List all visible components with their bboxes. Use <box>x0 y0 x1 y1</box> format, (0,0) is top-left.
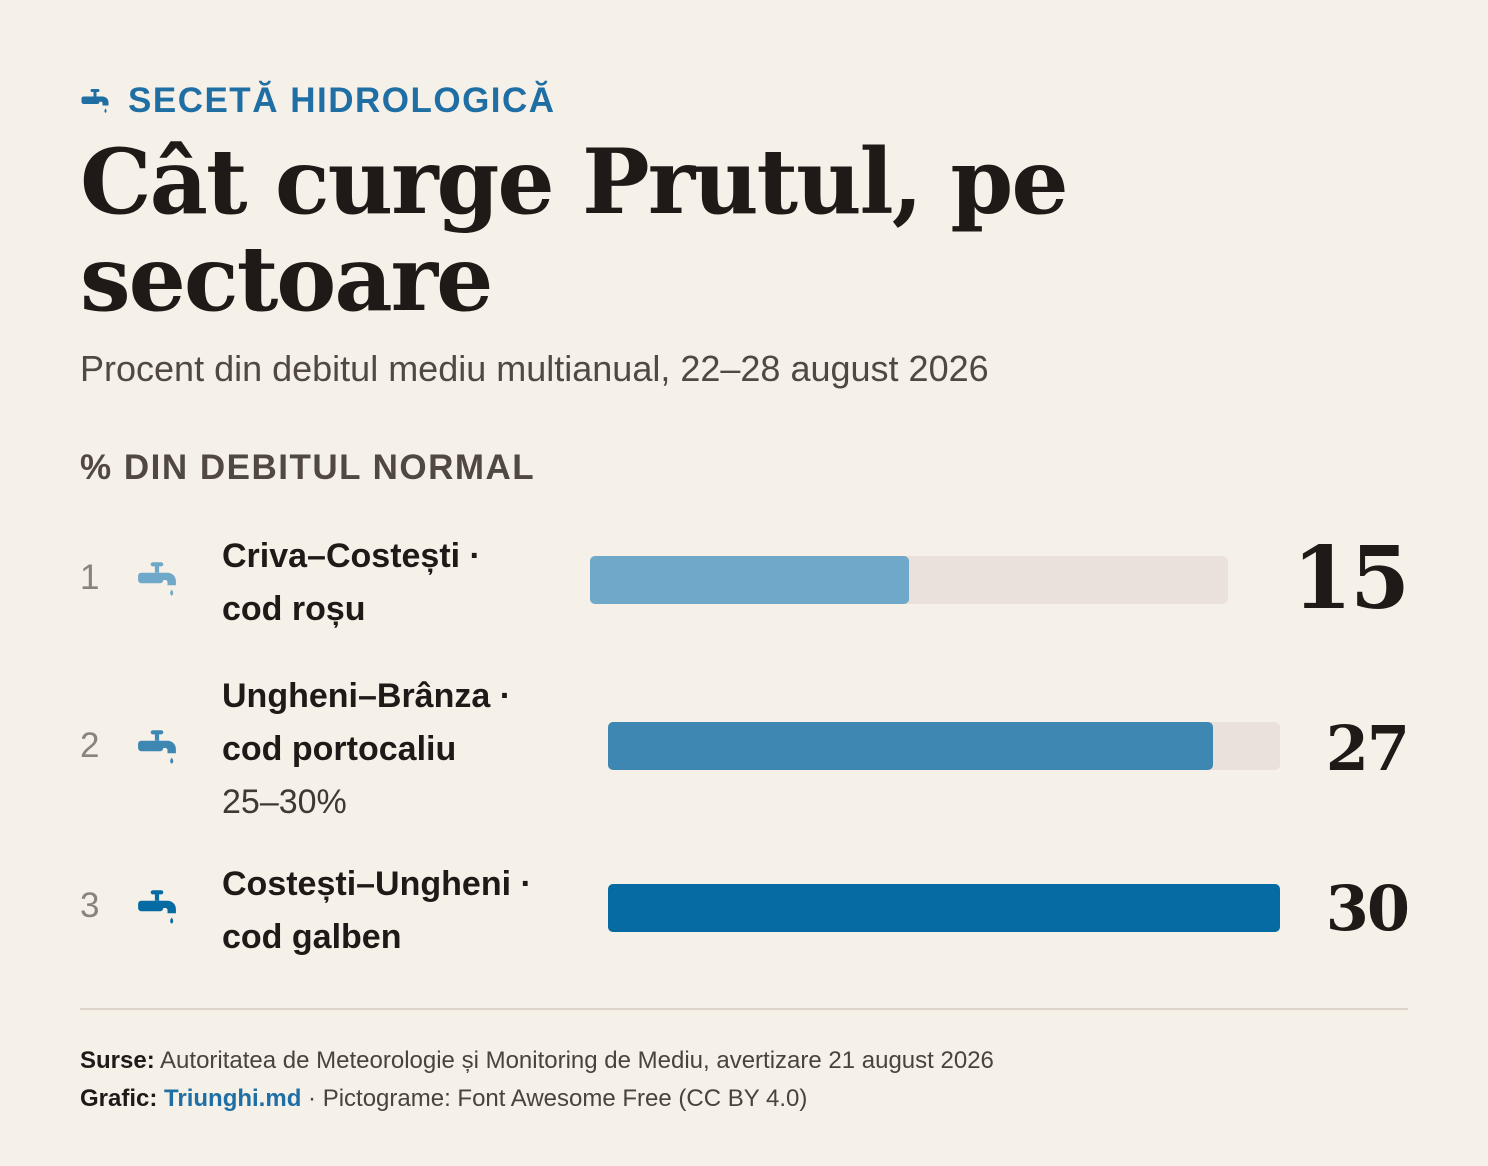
chart-subtitle: Procent din debitul mediu multianual, 22… <box>80 348 989 389</box>
row-label: Criva–Costești · cod roșu <box>222 530 582 636</box>
warning-code: cod galben <box>222 918 402 956</box>
sources-line: Surse: Autoritatea de Meteorologie și Mo… <box>80 1042 994 1080</box>
graphic-label: Grafic: <box>80 1085 158 1112</box>
segment-name: Ungheni–Brânza · <box>222 677 512 715</box>
segment-name: Criva–Costești · <box>222 537 481 575</box>
faucet-icon <box>136 726 178 768</box>
value-label: 27 <box>1325 712 1410 785</box>
chart-title: Cât curge Prutul, pe sectoare <box>80 129 1069 332</box>
bar-chart: 1 Criva–Costești · cod roșu 15 2 Ungheni–Brân… <box>80 528 1410 964</box>
row-rank: 1 <box>80 558 100 597</box>
graphic-link[interactable]: Triunghi.md <box>164 1085 302 1112</box>
value-range: 25–30% <box>222 783 347 821</box>
row-rank: 3 <box>80 886 100 925</box>
row-label: Ungheni–Brânza · cod portocaliu 25–30% <box>222 670 582 829</box>
kicker: SECETĂ HIDROLOGICĂ <box>80 80 556 122</box>
value-label: 15 <box>1292 528 1410 629</box>
footer: Surse: Autoritatea de Meteorologie și Mo… <box>80 1042 994 1118</box>
sources-text: Autoritatea de Meteorologie și Monitorin… <box>160 1047 994 1074</box>
graphic-credits: · Pictograme: Font Awesome Free (CC BY 4… <box>308 1085 808 1112</box>
faucet-icon <box>136 886 178 928</box>
credits-line: Grafic: Triunghi.md · Pictograme: Font A… <box>80 1080 994 1118</box>
row-label: Costești–Ungheni · cod galben <box>222 858 582 964</box>
bar <box>608 884 1280 932</box>
faucet-icon <box>136 558 178 600</box>
bar <box>608 722 1213 770</box>
bar <box>590 556 909 604</box>
footer-divider <box>80 1008 1408 1010</box>
faucet-icon <box>81 89 109 113</box>
axis-label: % DIN DEBITUL NORMAL <box>80 448 536 487</box>
row-rank: 2 <box>80 726 100 765</box>
warning-code: cod portocaliu <box>222 730 457 768</box>
sources-label: Surse: <box>80 1047 155 1074</box>
segment-name: Costești–Ungheni · <box>222 865 532 903</box>
value-label: 30 <box>1325 872 1410 945</box>
kicker-text: SECETĂ HIDROLOGICĂ <box>128 81 556 120</box>
warning-code: cod roșu <box>222 590 366 628</box>
